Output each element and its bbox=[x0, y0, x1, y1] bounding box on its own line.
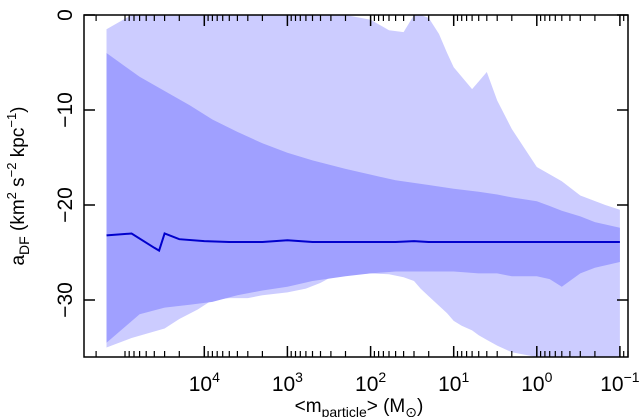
y-tick-label: 0 bbox=[54, 9, 77, 21]
x-tick-label: 102 bbox=[355, 369, 386, 396]
bands-layer bbox=[106, 15, 620, 357]
x-axis-ticks: 104 103 102 101 100 10−1 bbox=[189, 15, 640, 396]
y-tick-label: −10 bbox=[54, 92, 77, 128]
x-tick-label: 103 bbox=[272, 369, 303, 396]
x-tick-label: 101 bbox=[438, 369, 469, 396]
plot-frame bbox=[83, 14, 629, 358]
minor-ticks bbox=[95, 15, 629, 357]
y-axis-title: aDF (km2 s−2 kpc−1) bbox=[4, 106, 32, 265]
y-axis-ticks: 0 −10 −20 −30 bbox=[54, 9, 628, 318]
x-tick-label: 10−1 bbox=[600, 369, 640, 396]
y-tick-label: −20 bbox=[54, 187, 77, 223]
x-axis-title: <mparticle> (M⊙) bbox=[295, 396, 424, 417]
x-tick-label: 100 bbox=[521, 369, 552, 396]
x-tick-label: 104 bbox=[189, 369, 220, 396]
median-line bbox=[106, 232, 620, 253]
lines-layer bbox=[106, 232, 620, 253]
y-tick-label: −30 bbox=[54, 282, 77, 318]
inner-band bbox=[106, 53, 620, 343]
